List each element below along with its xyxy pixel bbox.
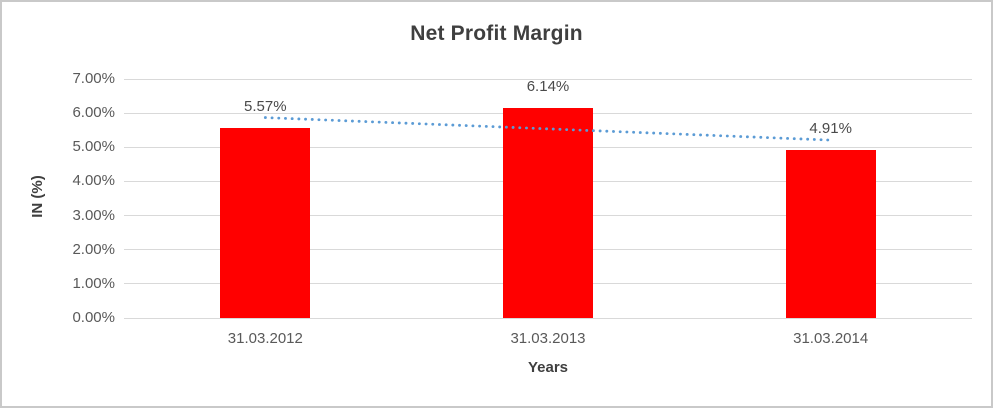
gridline: [124, 78, 972, 80]
bar-data-label: 4.91%: [809, 120, 852, 138]
y-tick-label: 4.00%: [72, 172, 115, 190]
gridline: [124, 317, 972, 319]
bar: [503, 108, 593, 318]
plot-area: 5.57% 6.14% 4.91%: [124, 78, 972, 319]
y-tick-label: 6.00%: [72, 104, 115, 122]
y-tick-label: 1.00%: [72, 274, 115, 292]
bar: [785, 150, 876, 318]
y-tick-label: 0.00%: [72, 309, 115, 326]
y-tick-label: 7.00%: [72, 70, 115, 87]
trendline: [263, 116, 833, 142]
y-tick-label: 2.00%: [72, 240, 115, 258]
bar-data-label: 5.57%: [244, 97, 287, 115]
x-tick-label: 31.03.2014: [793, 330, 869, 347]
bar-data-label: 6.14%: [526, 78, 570, 96]
x-tick-label: 31.03.2012: [227, 330, 303, 347]
y-tick-label: 5.00%: [72, 138, 115, 156]
x-axis-title: Years: [527, 359, 569, 376]
y-tick-label: 3.00%: [72, 206, 115, 224]
bar: [220, 127, 311, 318]
x-tick-label: 31.03.2013: [510, 330, 586, 347]
chart-title: Net Profit Margin: [410, 22, 583, 45]
